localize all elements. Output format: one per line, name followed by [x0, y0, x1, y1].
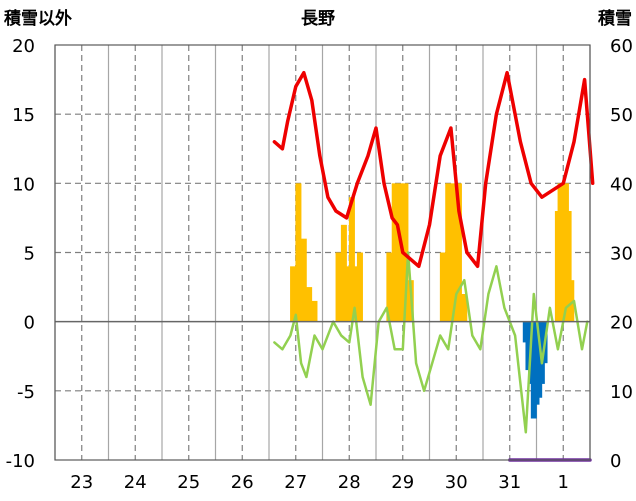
x-tick-label: 27 — [284, 472, 307, 493]
left-tick-label: 20 — [12, 36, 35, 57]
plot-frame — [54, 44, 591, 461]
left-tick-label: 5 — [24, 244, 35, 265]
x-tick-label: 28 — [338, 472, 361, 493]
right-axis-title: 積雪 — [598, 8, 632, 29]
snowfall-bar — [391, 183, 398, 322]
right-tick-label: 20 — [610, 313, 633, 334]
right-tick-label: 60 — [610, 36, 633, 57]
left-tick-label: -5 — [17, 382, 35, 403]
chart-title: 長野 — [301, 9, 335, 29]
x-tick-label: 23 — [70, 472, 93, 493]
snowfall-bar — [568, 280, 575, 322]
right-tick-label: 0 — [610, 451, 621, 472]
snowfall-bar — [565, 211, 572, 322]
snowfall-bar — [351, 266, 358, 322]
x-tick-label: 29 — [391, 472, 414, 493]
snowfall-bar — [340, 224, 347, 322]
snowfall-bar — [306, 287, 313, 322]
temperature-line — [272, 70, 595, 269]
snowfall-bar — [335, 252, 342, 322]
snowfall-bar — [290, 266, 297, 322]
snowfall-bar — [450, 183, 457, 322]
right-tick-label: 10 — [610, 382, 633, 403]
right-tick-label: 50 — [610, 105, 633, 126]
snowfall-bar — [461, 294, 468, 322]
left-axis-title: 積雪以外 — [4, 8, 72, 29]
temp-change-line — [273, 251, 589, 434]
grid — [54, 45, 591, 460]
left-tick-label: 15 — [12, 105, 35, 126]
snowfall-bar — [300, 238, 307, 322]
x-tick-label: 25 — [177, 472, 200, 493]
snowfall-bar — [386, 252, 393, 322]
snowfall-bar — [397, 183, 404, 322]
snowfall-bar — [356, 252, 363, 322]
x-tick-label: 31 — [498, 472, 521, 493]
ticks: -10 -5 0 5 10 15 20 0 10 20 30 40 50 60 23 24 25 26 27 28 29… — [6, 36, 633, 493]
x-tick-label: 1 — [558, 472, 569, 493]
right-tick-label: 30 — [610, 244, 633, 265]
left-tick-label: 0 — [24, 313, 35, 334]
snowfall-bar — [439, 252, 446, 322]
snowfall-bar — [295, 183, 302, 322]
snowfall-bar — [311, 300, 318, 322]
bars — [290, 183, 575, 419]
right-tick-label: 40 — [610, 174, 633, 195]
axes — [54, 44, 591, 461]
x-tick-label: 24 — [124, 472, 147, 493]
x-tick-label: 26 — [231, 472, 254, 493]
left-tick-label: -10 — [6, 451, 35, 472]
snowfall-bar — [348, 197, 355, 322]
snowfall-bar — [455, 183, 462, 322]
left-tick-label: 10 — [12, 174, 35, 195]
x-tick-label: 30 — [445, 472, 468, 493]
snowfall-bar — [445, 183, 452, 322]
